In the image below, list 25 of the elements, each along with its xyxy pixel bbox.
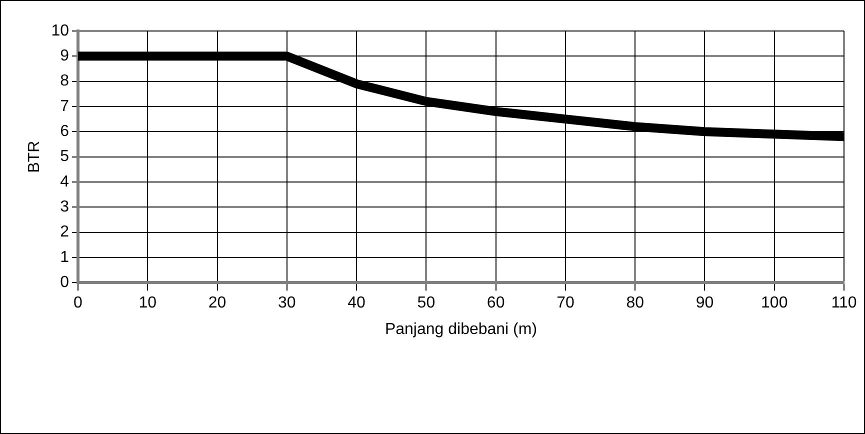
x-axis-title: Panjang dibebani (m) (384, 320, 538, 338)
x-tick-label: 0 (74, 294, 83, 312)
y-tick-label: 7 (60, 98, 70, 115)
y-tick-label: 2 (60, 224, 70, 241)
x-tick-label: 100 (761, 294, 788, 312)
y-tick-label: 0 (60, 274, 70, 292)
y-tick-label: 6 (60, 123, 70, 140)
x-tick-label: 20 (208, 294, 226, 312)
y-tick-label: 10 (51, 22, 70, 40)
x-tick-label: 80 (626, 294, 644, 312)
x-tick-label: 90 (696, 294, 714, 312)
x-tick-label: 70 (556, 294, 574, 312)
x-tick-label: 60 (486, 294, 505, 312)
x-tick-label: 50 (417, 294, 436, 312)
y-axis-title: BTR (26, 140, 44, 173)
y-tick-label: 3 (60, 198, 70, 216)
x-tick-label: 40 (348, 294, 366, 312)
y-tick-label: 5 (60, 148, 70, 166)
x-tick-label: 10 (138, 294, 157, 312)
y-tick-label: 4 (60, 173, 70, 190)
y-tick-label: 8 (60, 72, 70, 90)
y-tick-label: 9 (60, 48, 70, 65)
y-tick-label: 1 (60, 248, 70, 266)
x-tick-label: 30 (278, 294, 296, 312)
x-tick-label: 110 (831, 294, 857, 312)
